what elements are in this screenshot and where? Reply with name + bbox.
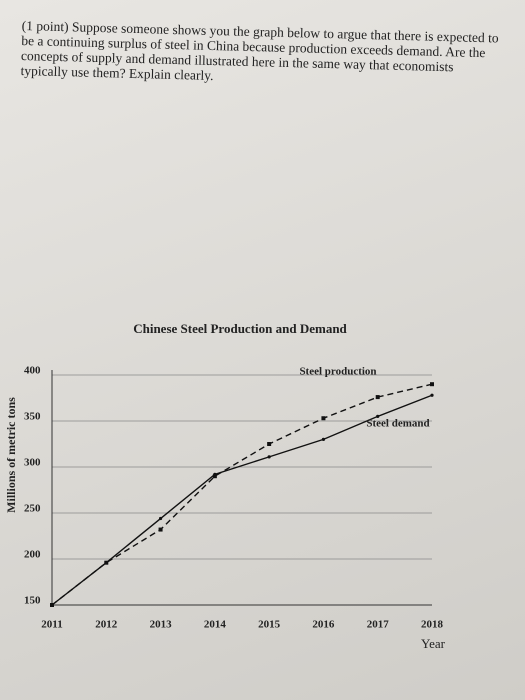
- data-point: [321, 416, 326, 421]
- series-label: Steel production: [299, 366, 376, 378]
- x-tick-label: 2015: [258, 619, 281, 631]
- series-label: Steel demand: [366, 418, 429, 430]
- y-tick-label: 300: [24, 457, 41, 469]
- series-line: [51, 394, 433, 606]
- data-point: [375, 395, 380, 400]
- x-tick-label: 2017: [367, 619, 390, 631]
- data-point: [158, 527, 163, 532]
- data-point: [267, 442, 272, 446]
- data-point: [104, 561, 108, 565]
- x-tick-label: 2012: [95, 619, 118, 631]
- data-point: [430, 393, 434, 397]
- x-tick-label: 2013: [150, 619, 173, 631]
- y-axis-label: Millions of metric tons: [4, 397, 18, 513]
- data-point: [158, 516, 163, 521]
- x-tick-label: 2014: [204, 619, 227, 631]
- data-point: [212, 474, 217, 479]
- data-point: [430, 382, 434, 387]
- chart-title: Chinese Steel Production and Demand: [133, 321, 347, 336]
- x-axis-label: Year: [421, 636, 446, 651]
- x-tick-label: 2016: [312, 619, 335, 631]
- data-point: [50, 603, 54, 607]
- data-point: [267, 455, 271, 459]
- y-tick-label: 350: [24, 411, 41, 423]
- y-tick-label: 200: [24, 549, 41, 561]
- data-point: [321, 437, 326, 441]
- x-tick-label: 2011: [41, 619, 62, 631]
- data-point: [376, 414, 380, 418]
- y-tick-label: 150: [24, 595, 41, 607]
- y-tick-label: 400: [24, 365, 41, 377]
- series-line: [51, 383, 433, 606]
- x-tick-label: 2018: [421, 619, 444, 631]
- data-point: [213, 472, 217, 476]
- y-tick-label: 250: [24, 503, 41, 515]
